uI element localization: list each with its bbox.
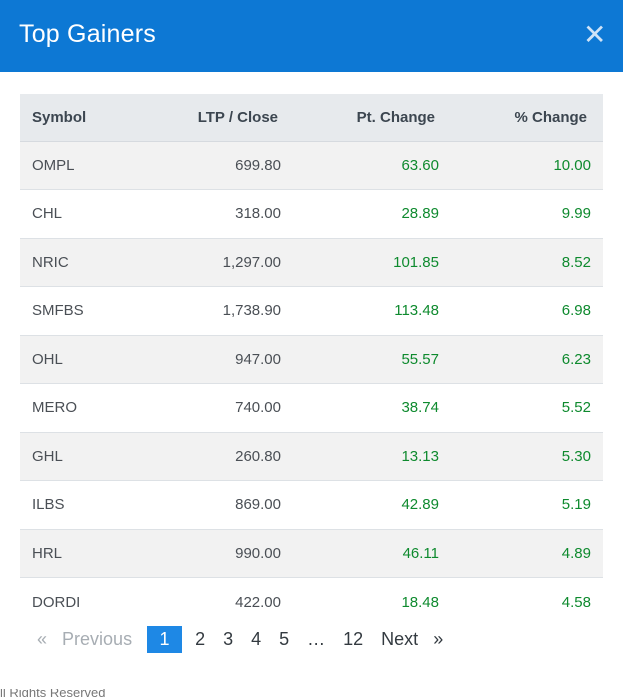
pagination: « Previous 1 2 3 4 5 … 12 Next » — [28, 626, 452, 653]
pagination-ellipsis: … — [307, 629, 326, 649]
table-row[interactable]: DORDI 422.00 18.48 4.58 — [20, 577, 603, 626]
cell-ltp: 260.80 — [140, 432, 298, 481]
cell-ltp: 318.00 — [140, 189, 298, 239]
column-header-pct-change[interactable]: % Change — [455, 94, 603, 142]
next-label: Next — [381, 629, 419, 649]
cell-symbol[interactable]: HRL — [20, 529, 140, 578]
cell-pct-change: 5.19 — [455, 480, 603, 530]
column-header-ltp[interactable]: LTP / Close — [140, 94, 298, 142]
next-arrow-icon: » — [433, 629, 444, 649]
table-row[interactable]: GHL 260.80 13.13 5.30 — [20, 432, 603, 481]
modal-title: Top Gainers — [19, 20, 156, 48]
header-row: Symbol LTP / Close Pt. Change % Change — [20, 94, 603, 142]
table-row[interactable]: MERO 740.00 38.74 5.52 — [20, 383, 603, 433]
cell-pt-change: 38.74 — [298, 383, 455, 433]
modal-header: Top Gainers ✕ — [0, 0, 623, 72]
table-row[interactable]: ILBS 869.00 42.89 5.19 — [20, 480, 603, 530]
cell-pt-change: 28.89 — [298, 189, 455, 239]
cell-ltp: 740.00 — [140, 383, 298, 433]
cell-pct-change: 4.89 — [455, 529, 603, 578]
table-row[interactable]: SMFBS 1,738.90 113.48 6.98 — [20, 286, 603, 336]
cell-symbol[interactable]: OMPL — [20, 141, 140, 190]
cell-ltp: 422.00 — [140, 577, 298, 626]
cell-symbol[interactable]: OHL — [20, 335, 140, 384]
page-button-5[interactable]: 5 — [279, 629, 290, 649]
cell-pct-change: 8.52 — [455, 238, 603, 287]
close-icon[interactable]: ✕ — [583, 19, 607, 50]
cell-pct-change: 9.99 — [455, 189, 603, 239]
table-row[interactable]: CHL 318.00 28.89 9.99 — [20, 189, 603, 239]
cell-ltp: 699.80 — [140, 141, 298, 190]
cell-pct-change: 6.98 — [455, 286, 603, 336]
gainers-table: Symbol LTP / Close Pt. Change % Change O… — [20, 94, 603, 626]
cell-pt-change: 46.11 — [298, 529, 455, 578]
cell-pt-change: 13.13 — [298, 432, 455, 481]
cell-ltp: 869.00 — [140, 480, 298, 530]
table-body: OMPL 699.80 63.60 10.00 CHL 318.00 28.89 9.99 NR… — [20, 141, 603, 626]
footer-text: ll Rights Reserved — [0, 689, 106, 697]
cell-symbol[interactable]: DORDI — [20, 577, 140, 626]
page-button-4[interactable]: 4 — [251, 629, 262, 649]
cell-pct-change: 10.00 — [455, 141, 603, 190]
cell-pct-change: 6.23 — [455, 335, 603, 384]
cell-pct-change: 5.30 — [455, 432, 603, 481]
cell-symbol[interactable]: ILBS — [20, 480, 140, 530]
previous-button[interactable]: « Previous — [28, 626, 141, 653]
cell-ltp: 1,738.90 — [140, 286, 298, 336]
column-header-symbol[interactable]: Symbol — [20, 94, 140, 142]
cell-pct-change: 4.58 — [455, 577, 603, 626]
cell-symbol[interactable]: MERO — [20, 383, 140, 433]
table-row[interactable]: OMPL 699.80 63.60 10.00 — [20, 141, 603, 190]
page-button-2[interactable]: 2 — [195, 629, 206, 649]
cell-pt-change: 42.89 — [298, 480, 455, 530]
cell-pt-change: 113.48 — [298, 286, 455, 336]
cell-ltp: 990.00 — [140, 529, 298, 578]
gainers-table-container: Symbol LTP / Close Pt. Change % Change O… — [20, 94, 603, 626]
cell-pct-change: 5.52 — [455, 383, 603, 433]
column-header-pt-change[interactable]: Pt. Change — [298, 94, 455, 142]
prev-arrow-icon: « — [37, 629, 48, 649]
cell-pt-change: 55.57 — [298, 335, 455, 384]
next-button[interactable]: Next » — [372, 626, 452, 653]
cell-pt-change: 101.85 — [298, 238, 455, 287]
cell-ltp: 1,297.00 — [140, 238, 298, 287]
table-row[interactable]: HRL 990.00 46.11 4.89 — [20, 529, 603, 578]
table-header: Symbol LTP / Close Pt. Change % Change — [20, 94, 603, 142]
cell-ltp: 947.00 — [140, 335, 298, 384]
cell-symbol[interactable]: SMFBS — [20, 286, 140, 336]
page-button-3[interactable]: 3 — [223, 629, 234, 649]
cell-symbol[interactable]: NRIC — [20, 238, 140, 287]
table-row[interactable]: OHL 947.00 55.57 6.23 — [20, 335, 603, 384]
page-button-1[interactable]: 1 — [147, 626, 183, 653]
cell-symbol[interactable]: CHL — [20, 189, 140, 239]
page-button-12[interactable]: 12 — [343, 629, 364, 649]
previous-label: Previous — [62, 629, 133, 649]
cell-pt-change: 18.48 — [298, 577, 455, 626]
table-row[interactable]: NRIC 1,297.00 101.85 8.52 — [20, 238, 603, 287]
cell-pt-change: 63.60 — [298, 141, 455, 190]
cell-symbol[interactable]: GHL — [20, 432, 140, 481]
